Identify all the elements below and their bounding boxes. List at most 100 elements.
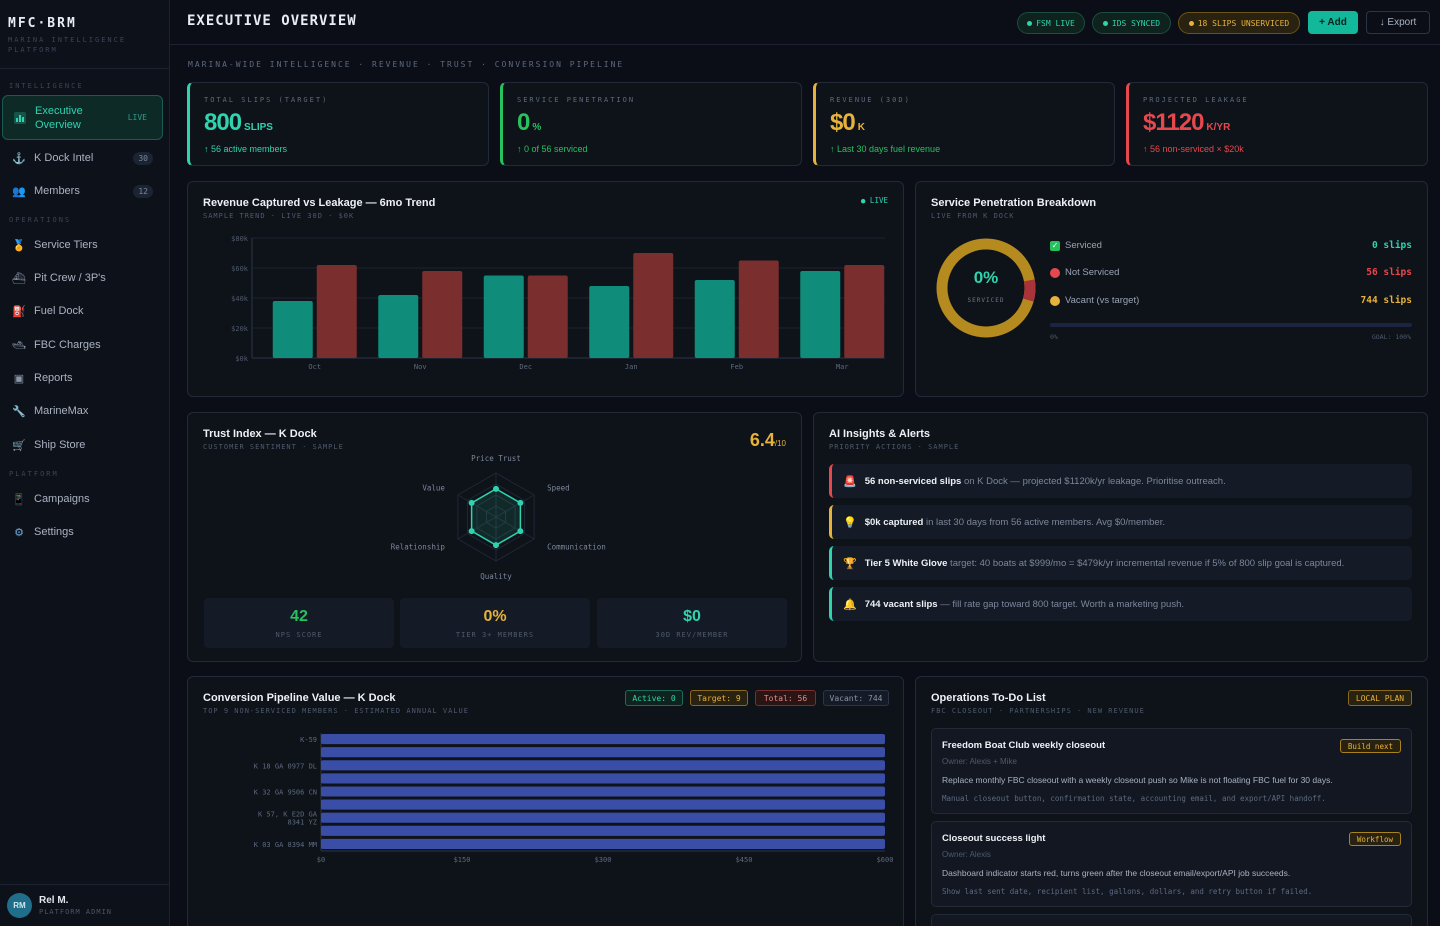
card-subtitle: FBC CLOSEOUT · PARTNERSHIPS · NEW REVENU…: [931, 707, 1145, 715]
y-tick-label: K 18 GA 0977 DL: [254, 762, 317, 770]
ids-synced-pill: IDS SYNCED: [1092, 12, 1171, 34]
user-role: PLATFORM ADMIN: [39, 908, 113, 916]
sidebar-item-service-tiers[interactable]: 🏅 Service Tiers: [2, 234, 163, 256]
count-badge: 30: [133, 151, 153, 165]
sidebar-item-fbc-charges[interactable]: 🛥 FBC Charges: [2, 334, 163, 356]
card-title: Operations To-Do List: [931, 692, 1046, 704]
kpi-foot: ↑ Last 30 days fuel revenue: [830, 144, 941, 154]
count-badge: 12: [133, 184, 153, 198]
alert-bold: $0k captured: [864, 516, 924, 528]
red-dot-icon: [1050, 267, 1060, 278]
live-indicator: ● LIVE: [860, 196, 888, 205]
sidebar-item-k-dock-intel[interactable]: ⚓ K Dock Intel 30: [2, 147, 163, 169]
x-tick-label: $150: [454, 856, 471, 864]
wrench-icon: 🔧: [12, 405, 26, 418]
todo-status-tag: Build next: [1339, 739, 1401, 753]
y-tick-label: K 32 GA 9506 CN: [254, 789, 317, 797]
sidebar-item-label: Ship Store: [34, 439, 86, 451]
stat-label: NPS SCORE: [275, 631, 323, 639]
sidebar-item-campaigns[interactable]: 📱 Campaigns: [2, 488, 163, 510]
nav-section-platform: PLATFORM: [9, 470, 59, 478]
legend-label: Not Serviced: [1065, 267, 1120, 278]
alert-item[interactable]: 🚨 56 non-serviced slips on K Dock — proje…: [829, 464, 1412, 498]
sidebar-item-pit-crew[interactable]: ⛴ Pit Crew / 3P's: [2, 267, 163, 289]
sidebar-item-reports[interactable]: ▣ Reports: [2, 367, 163, 389]
yellow-dot-icon: [1050, 295, 1060, 306]
alert-text: in last 30 days from 56 active members. …: [923, 516, 1165, 528]
nav-section-intelligence: INTELLIGENCE: [9, 82, 84, 90]
todo-item[interactable]: Freedom Boat Club weekly closeout Owner:…: [931, 728, 1412, 814]
service-penetration-card: Service Penetration Breakdown LIVE FROM …: [915, 181, 1428, 397]
card-subtitle: CUSTOMER SENTIMENT · SAMPLE: [203, 443, 344, 451]
radar-axis-label: Communication: [547, 543, 606, 552]
todo-status-tag: Workflow: [1348, 832, 1401, 846]
revenue-bar: [272, 301, 313, 358]
radar-point: [517, 499, 524, 506]
phone-icon: 📱: [12, 493, 26, 506]
card-title: Trust Index — K Dock: [203, 428, 317, 440]
donut-center-value: 0%: [973, 268, 999, 287]
pipeline-card: Conversion Pipeline Value — K Dock TOP 9…: [187, 676, 904, 926]
pipeline-bar: [321, 760, 885, 771]
x-tick-label: $450: [736, 856, 753, 864]
user-name: Rel M.: [39, 895, 69, 906]
radar-axis-label: Price Trust: [471, 454, 521, 463]
sidebar-item-members[interactable]: 👥 Members 12: [2, 180, 163, 202]
page-subtitle: MARINA-WIDE INTELLIGENCE · REVENUE · TRU…: [188, 60, 625, 69]
revenue-bar: [316, 265, 357, 358]
stat-value: 0%: [483, 608, 507, 625]
nav-section-operations: OPERATIONS: [9, 216, 72, 224]
add-button[interactable]: + Add: [1308, 11, 1358, 34]
y-tick-label: 8341 YZ: [287, 819, 317, 827]
radar-spoke: [457, 494, 497, 518]
revenue-bar: [422, 271, 463, 358]
progress-right-label: GOAL: 100%: [1371, 333, 1411, 341]
alert-item[interactable]: 🏆 Tier 5 White Glove target: 40 boats at …: [829, 546, 1412, 580]
sidebar-item-marinemax[interactable]: 🔧 MarineMax: [2, 400, 163, 422]
user-profile[interactable]: RM Rel M. PLATFORM ADMIN: [0, 884, 170, 926]
check-icon: ✓: [1050, 240, 1060, 251]
sidebar-item-label: Fuel Dock: [34, 305, 84, 317]
bell-icon: 🔔: [843, 598, 857, 611]
sidebar-item-label: FBC Charges: [34, 339, 101, 351]
sidebar-item-settings[interactable]: ⚙ Settings: [2, 521, 163, 543]
radar-point: [517, 528, 524, 535]
nps-score-stat: 42 NPS SCORE: [204, 598, 394, 648]
card-subtitle: LIVE FROM K DOCK: [931, 212, 1015, 220]
sidebar-item-fuel-dock[interactable]: ⛽ Fuel Dock: [2, 300, 163, 322]
export-button[interactable]: ↓ Export: [1366, 11, 1430, 34]
donut-not-serviced-arc: [936, 238, 1036, 338]
ship-icon: 🛥: [12, 339, 26, 352]
pipeline-bar: [321, 747, 885, 758]
revenue-bar: [800, 271, 841, 358]
radar-spoke: [495, 516, 535, 540]
pipeline-bar-chart: K-59 K 18 GA 0977 DL K 32 GA 9506 CN K 57, …: [254, 733, 893, 864]
sidebar-item-label: Reports: [34, 372, 73, 384]
y-tick-label: $20k: [231, 325, 249, 333]
y-tick-label: K 57, K E2D GA: [258, 811, 318, 819]
sidebar-item-ship-store[interactable]: 🛒 Ship Store: [2, 434, 163, 456]
todo-card: Operations To-Do List FBC CLOSEOUT · PAR…: [915, 676, 1428, 926]
alert-item[interactable]: 💡 $0k captured in last 30 days from 56 ac…: [829, 505, 1412, 539]
kpi-label: TOTAL SLIPS (TARGET): [204, 96, 329, 104]
kpi-label: REVENUE (30D): [830, 96, 911, 104]
alert-item[interactable]: 🔔 744 vacant slips — fill rate gap toward…: [829, 587, 1412, 621]
revenue-bar: [844, 265, 885, 358]
kpi-total-slips: TOTAL SLIPS (TARGET) 800 SLIPS ↑ 56 activ…: [187, 82, 489, 166]
x-tick-label: Feb: [730, 363, 743, 371]
revenue-bar: [527, 275, 568, 358]
members-icon: 👥: [12, 185, 26, 198]
sidebar-item-executive-overview[interactable]: Executive Overview LIVE: [2, 95, 163, 140]
y-tick-label: K 03 GA 8394 MM: [254, 841, 317, 849]
y-tick-label: $0k: [235, 355, 248, 363]
local-plan-badge: LOCAL PLAN: [1348, 690, 1412, 706]
stat-value: $0: [683, 608, 701, 625]
sidebar: MFC·BRM MARINA INTELLIGENCE PLATFORM INT…: [0, 0, 170, 926]
todo-item[interactable]: Closeout success light Owner: Alexis Das…: [931, 821, 1412, 907]
legend-row-vacant: Vacant (vs target) 744 slips: [1050, 295, 1412, 306]
anchor-icon: ⚓: [12, 152, 26, 165]
todo-item[interactable]: [931, 914, 1412, 926]
penetration-progress-bar: [1050, 323, 1412, 327]
card-subtitle: SAMPLE TREND · LIVE 30D · $0K: [203, 212, 355, 220]
kpi-revenue: REVENUE (30D) $0 K ↑ Last 30 days fuel re…: [813, 82, 1115, 166]
